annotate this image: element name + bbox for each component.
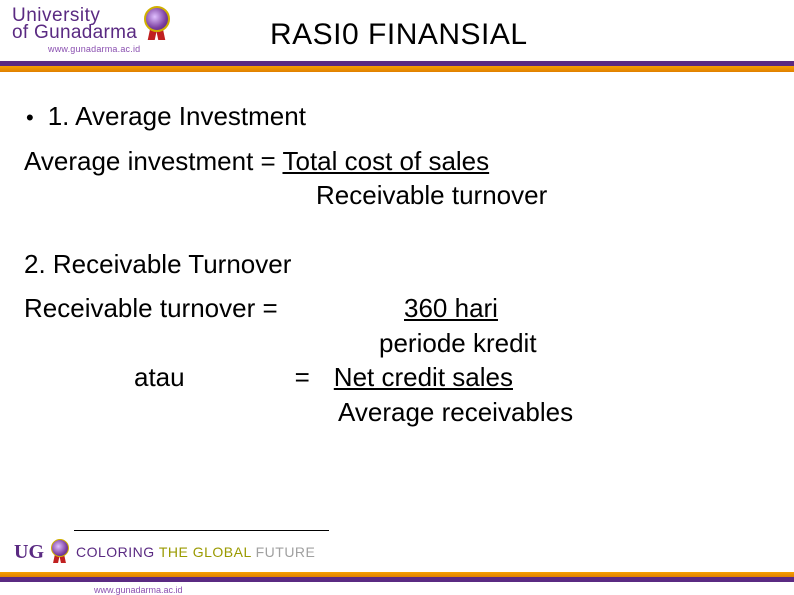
section2-heading: 2. Receivable Turnover <box>24 248 770 281</box>
ug-badge: UG <box>14 541 44 564</box>
eq2-equals: = <box>295 362 310 392</box>
tagline-p3: FUTURE <box>256 544 316 560</box>
divider-top <box>0 66 794 72</box>
eq1-left: Average investment = <box>24 146 282 176</box>
eq2-denominator: periode kredit <box>379 328 537 358</box>
divider-bottom <box>0 572 794 577</box>
eq2-left: Receivable turnover = <box>24 292 364 325</box>
tagline: COLORING THE GLOBAL FUTURE <box>76 544 315 560</box>
section2-eq-line4: Average receivables <box>24 396 770 429</box>
eq2b-numerator: Net credit sales <box>334 362 513 392</box>
eq1-denominator: Receivable turnover <box>316 179 770 212</box>
section1-heading: 1. Average Investment <box>48 100 306 133</box>
footer-logo-row: UG COLORING THE GLOBAL FUTURE <box>14 539 315 565</box>
medal-icon <box>143 6 171 42</box>
eq2b-denominator: Average receivables <box>338 397 573 427</box>
bullet-icon: • <box>26 104 34 132</box>
brand-url-bottom: www.gunadarma.ac.id <box>94 585 183 595</box>
eq2-numerator: 360 hari <box>404 293 498 323</box>
slide-title: RASI0 FINANSIAL <box>270 18 528 52</box>
content-area: • 1. Average Investment Average investme… <box>24 100 770 430</box>
brand-text: University of Gunadarma <box>12 6 137 42</box>
brand-line2: of Gunadarma <box>12 23 137 42</box>
section1-equation-line1: Average investment = Total cost of sales <box>24 145 770 178</box>
eq1-numerator: Total cost of sales <box>282 146 489 176</box>
medal-icon-small <box>50 539 70 565</box>
tagline-p2: THE GLOBAL <box>159 544 256 560</box>
footer-rule <box>74 530 329 531</box>
section2-eq-line3: atau = Net credit sales <box>24 361 770 394</box>
eq2-atau: atau <box>134 362 185 392</box>
section1-bullet: • 1. Average Investment <box>24 100 770 133</box>
brand-logo: University of Gunadarma <box>12 6 171 42</box>
tagline-p1: COLORING <box>76 544 159 560</box>
section2-eq-line1: Receivable turnover = 360 hari <box>24 292 770 325</box>
section2-eq-line2: periode kredit <box>24 327 770 360</box>
